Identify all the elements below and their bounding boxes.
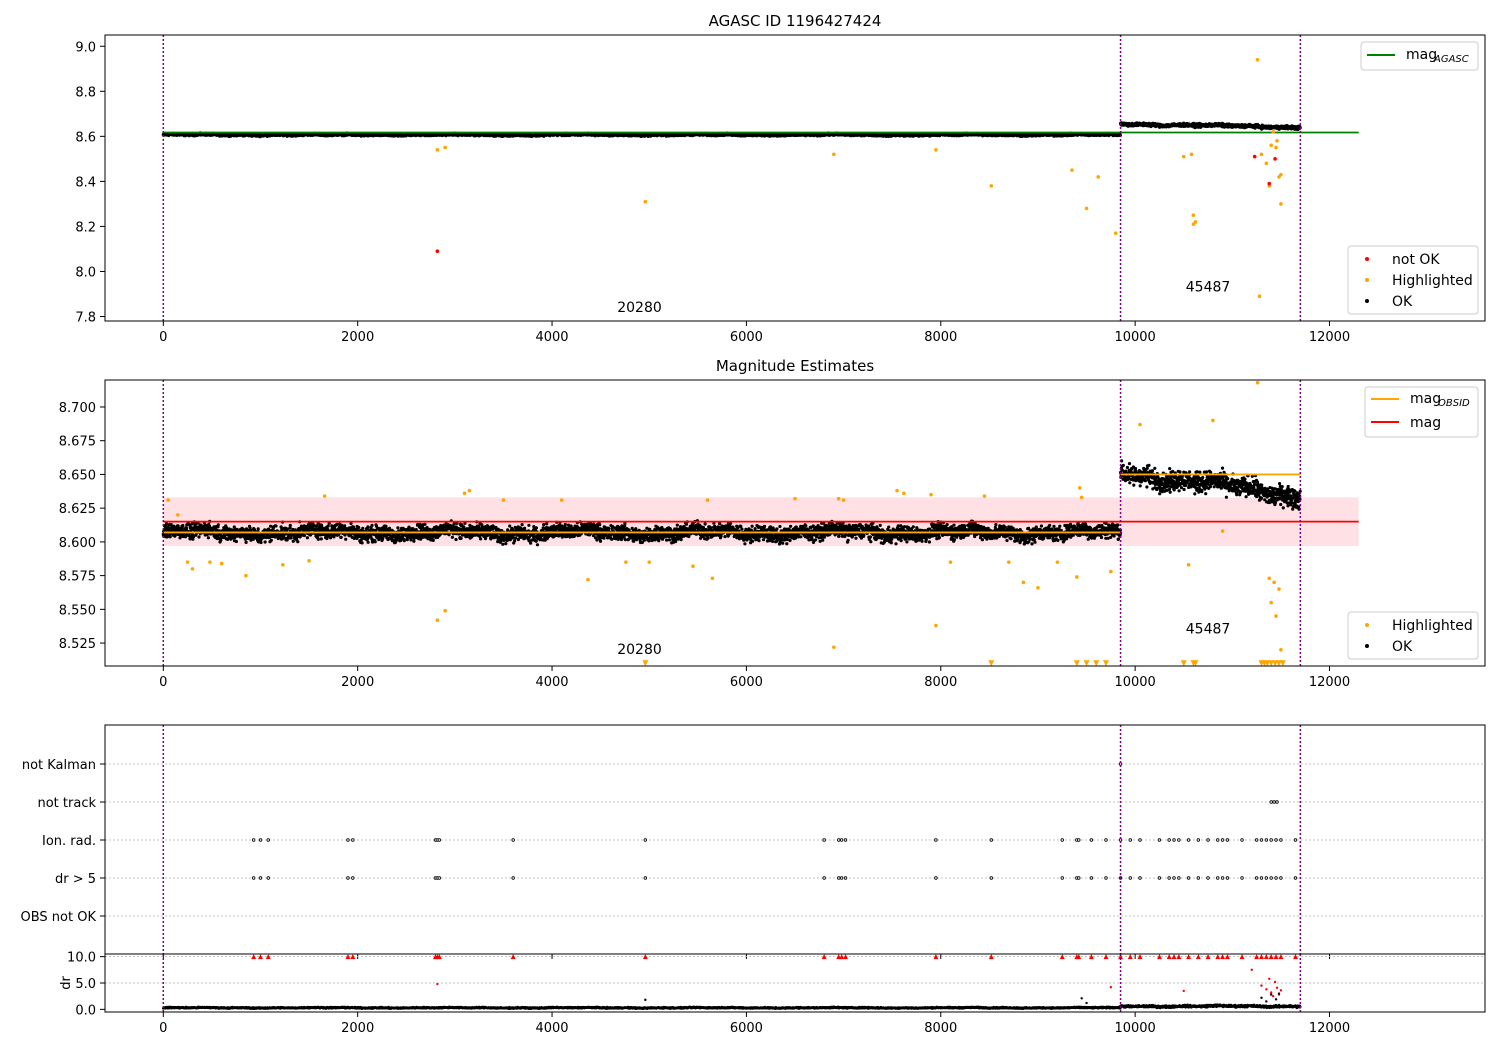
panel-title-agasc: AGASC ID 1196427424 [709, 12, 882, 30]
highlighted-point [1096, 175, 1101, 179]
ok-point [206, 536, 210, 540]
highlighted-point [1269, 143, 1273, 148]
x-tick-label: 4000 [535, 330, 568, 345]
ok-point [190, 522, 194, 526]
panel-title-estimates: Magnitude Estimates [716, 357, 874, 375]
plot-frame-agasc [104, 34, 1486, 322]
highlighted-point [1259, 152, 1264, 157]
ok-point [232, 525, 236, 529]
highlighted-point [1264, 161, 1269, 166]
legend-marker [1365, 299, 1369, 303]
highlighted-point [832, 152, 836, 157]
not-ok-point [1252, 154, 1257, 159]
legend-marker [1365, 278, 1369, 282]
highlighted-point [1191, 222, 1196, 226]
legend-label: OK [1392, 294, 1413, 310]
y-tick-label: 8.2 [75, 220, 96, 235]
highlighted-point [989, 184, 994, 188]
ok-point [168, 535, 172, 539]
ok-point [164, 522, 169, 526]
ok-point [185, 526, 189, 530]
highlighted-point [1181, 154, 1186, 159]
highlighted-point [643, 199, 648, 204]
legend-box [1347, 245, 1479, 315]
highlighted-point [1275, 139, 1279, 143]
highlighted-point [1274, 145, 1278, 150]
ok-point [234, 539, 238, 544]
plot-area [161, 57, 1359, 299]
ok-point [169, 522, 173, 527]
legend-label: Highlighted [1392, 273, 1473, 289]
highlighted-point [443, 145, 447, 150]
not-ok-point [1273, 157, 1277, 161]
plot-area [161, 380, 1359, 666]
not-ok-point [435, 249, 440, 253]
legend-marker [1365, 257, 1369, 261]
obsid-label: 20280 [617, 300, 662, 316]
ok-point [197, 535, 201, 539]
y-tick-label: 7.8 [75, 310, 96, 325]
x-tick-label: 8000 [924, 330, 957, 345]
highlighted-point [1084, 206, 1089, 211]
obsid-label: 45487 [1186, 280, 1231, 296]
highlighted-point [1189, 152, 1194, 157]
highlighted-point [1191, 213, 1196, 217]
not-ok-point [1267, 181, 1272, 186]
x-tick-label: 10000 [1114, 330, 1155, 345]
highlighted-point [1113, 231, 1118, 235]
ok-point [181, 523, 185, 528]
x-tick-label: 2000 [341, 330, 374, 345]
legend-label-mag: mag [1406, 47, 1437, 63]
ok-point [191, 535, 196, 539]
ok-point [219, 538, 223, 542]
legend-label-subscript: AGASC [1433, 54, 1469, 65]
y-tick-label: 8.4 [75, 175, 96, 190]
highlighted-point [1257, 294, 1262, 299]
highlighted-point [1279, 172, 1283, 177]
x-tick-label: 6000 [730, 330, 763, 345]
y-tick-label: 8.8 [75, 85, 96, 100]
x-tick-label: 12000 [1309, 330, 1350, 345]
panel-agasc-magnitude: AGASC ID 1196427424 20280 45487 0 2000 4000 6… [75, 12, 1486, 345]
ok-point [244, 540, 248, 545]
highlighted-point [1070, 168, 1074, 172]
highlighted-point [1271, 130, 1275, 134]
highlighted-point [435, 148, 440, 152]
y-tick-label: 9.0 [75, 40, 96, 55]
legend-agasc-points: not OK Highlighted OK [1347, 245, 1479, 315]
highlighted-point [1255, 57, 1260, 62]
y-tick-label: 8.0 [75, 265, 96, 280]
highlighted-point [1279, 202, 1283, 206]
legend-label: not OK [1392, 252, 1440, 268]
y-tick-label: 8.6 [75, 130, 96, 145]
x-tick-label: 0 [159, 330, 167, 345]
highlighted-point [934, 148, 938, 152]
ok-point [216, 523, 220, 527]
ok-point [165, 532, 169, 537]
legend-box [1360, 41, 1479, 71]
